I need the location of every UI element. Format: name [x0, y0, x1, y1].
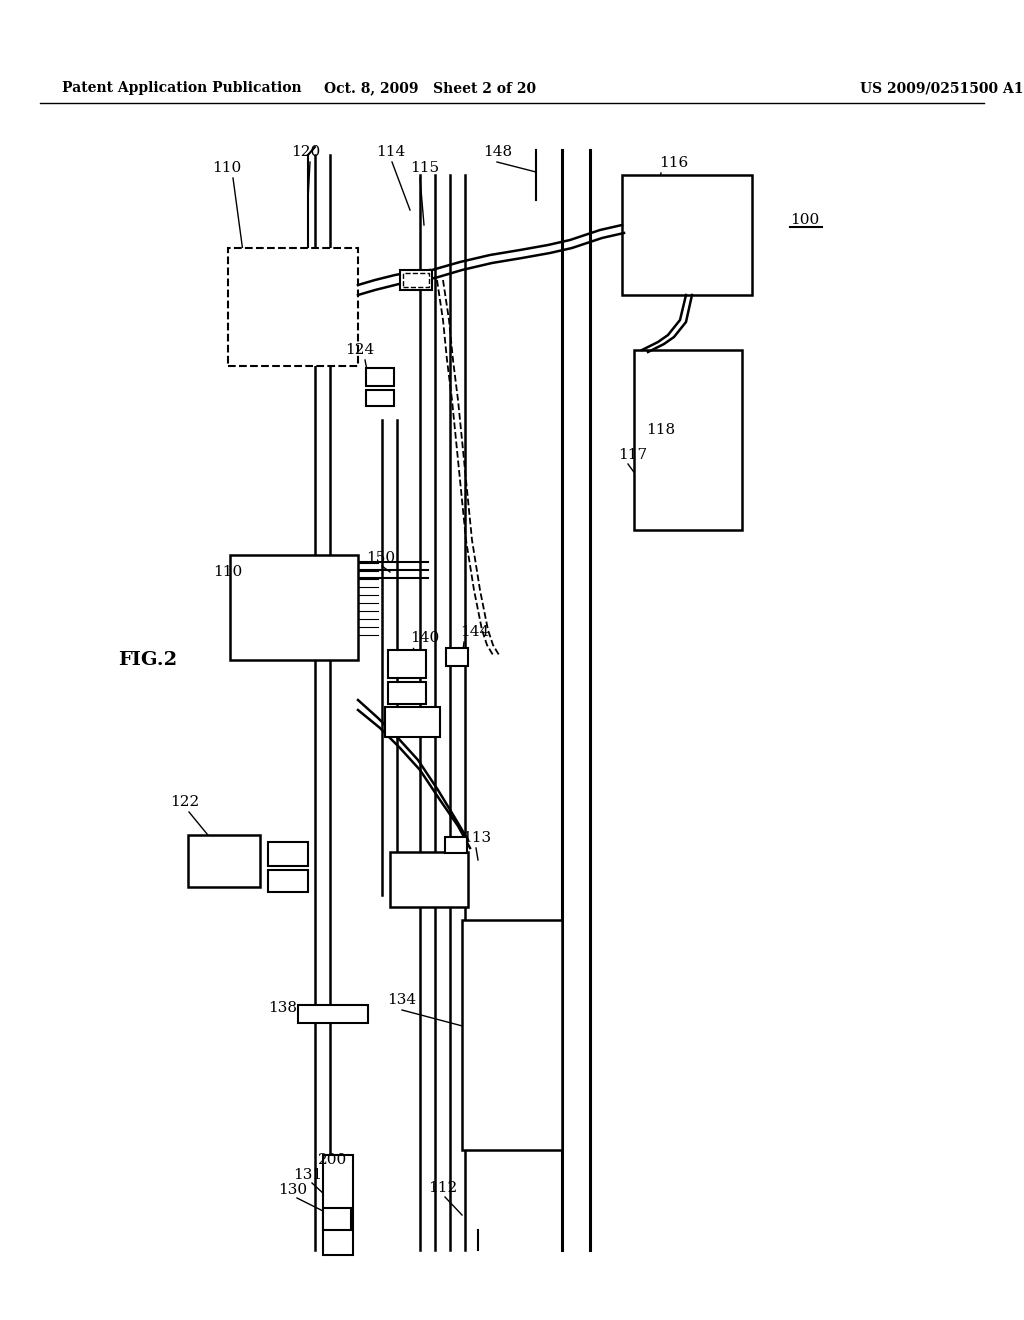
Text: 130: 130 [278, 1183, 307, 1197]
Bar [400, 271, 432, 290]
Text: 114: 114 [376, 145, 406, 158]
Text: Oct. 8, 2009   Sheet 2 of 20: Oct. 8, 2009 Sheet 2 of 20 [324, 81, 536, 95]
Text: Patent Application Publication: Patent Application Publication [62, 81, 302, 95]
Bar [462, 920, 562, 1150]
Text: 122: 122 [170, 795, 200, 809]
Text: 144: 144 [460, 624, 489, 639]
Bar [390, 851, 468, 907]
Bar [268, 842, 308, 866]
Text: 124: 124 [345, 343, 374, 356]
Bar [366, 389, 394, 407]
Text: 148: 148 [483, 145, 512, 158]
Text: 120: 120 [291, 145, 321, 158]
Bar [403, 273, 429, 286]
Bar [634, 350, 742, 531]
Bar [298, 1005, 368, 1023]
Text: 110: 110 [213, 565, 243, 579]
Bar [323, 1208, 351, 1230]
Text: 200: 200 [318, 1152, 347, 1167]
Text: 110: 110 [212, 161, 242, 176]
Text: FIG.2: FIG.2 [118, 651, 177, 669]
Text: 134: 134 [387, 993, 416, 1007]
Text: 117: 117 [618, 447, 647, 462]
Text: 115: 115 [410, 161, 439, 176]
Bar [228, 248, 358, 366]
Text: 131: 131 [293, 1168, 323, 1181]
Text: 116: 116 [659, 156, 688, 170]
Bar [188, 836, 260, 887]
Bar [388, 682, 426, 704]
Bar [445, 837, 467, 853]
Text: US 2009/0251500 A1: US 2009/0251500 A1 [860, 81, 1024, 95]
Bar [446, 648, 468, 667]
Text: 113: 113 [462, 832, 492, 845]
Text: 100: 100 [790, 213, 819, 227]
Text: 150: 150 [366, 550, 395, 565]
Bar [622, 176, 752, 294]
Bar [323, 1155, 353, 1255]
Bar [385, 708, 440, 737]
Text: 118: 118 [646, 422, 675, 437]
Bar [268, 870, 308, 892]
Bar [388, 649, 426, 678]
Text: 140: 140 [410, 631, 439, 645]
Bar [230, 554, 358, 660]
Text: 138: 138 [268, 1001, 297, 1015]
Text: 112: 112 [428, 1181, 458, 1195]
Bar [366, 368, 394, 385]
